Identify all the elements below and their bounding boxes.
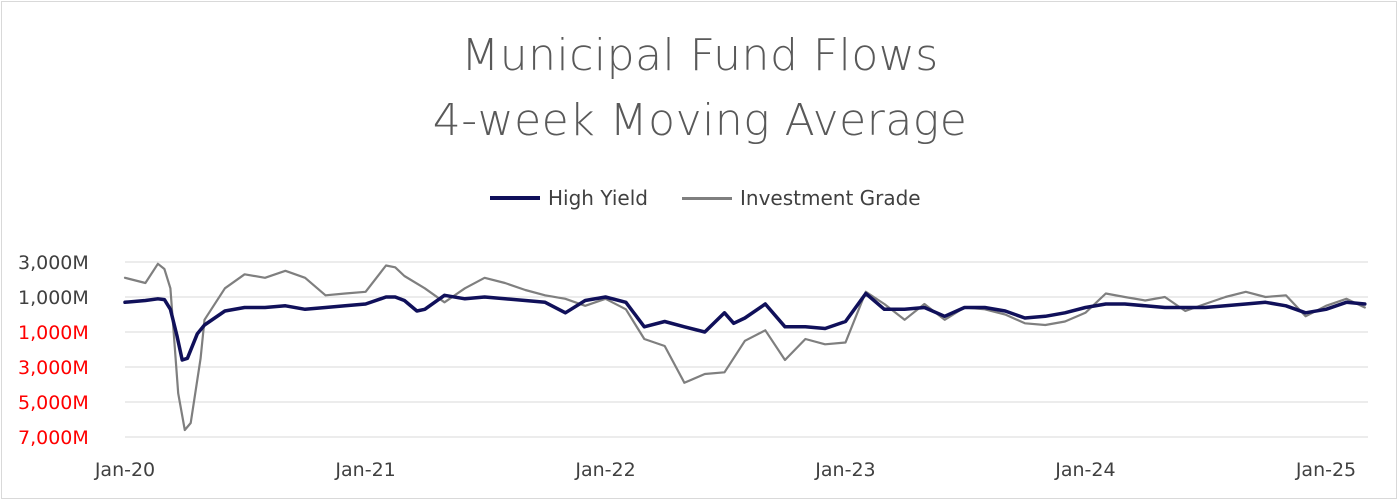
series-line-high-yield — [123, 291, 1367, 362]
legend-swatch-investment-grade — [682, 196, 732, 200]
legend-item-investment-grade: Investment Grade — [682, 184, 921, 212]
y-tick-label: 3,000M — [18, 357, 89, 379]
y-tick-label: 1,000M — [18, 322, 89, 344]
legend-label-high-yield: High Yield — [548, 186, 648, 210]
x-tick-label: Jan-24 — [1054, 459, 1115, 481]
legend-item-high-yield: High Yield — [490, 184, 648, 212]
series-line-investment-grade — [123, 262, 1366, 432]
x-tick-label: Jan-25 — [1295, 459, 1356, 481]
x-tick-label: Jan-23 — [814, 459, 875, 481]
legend-swatch-high-yield — [490, 196, 540, 200]
chart-subtitle: 4-week Moving Average — [432, 95, 968, 146]
x-tick-label: Jan-21 — [334, 459, 395, 481]
y-tick-label: 3,000M — [18, 252, 89, 274]
legend-label-investment-grade: Investment Grade — [740, 186, 921, 210]
y-tick-label: 5,000M — [18, 392, 89, 414]
x-tick-label: Jan-20 — [94, 459, 155, 481]
y-tick-label: 1,000M — [18, 287, 89, 309]
chart-title: Municipal Fund Flows — [461, 30, 939, 81]
y-tick-label: 7,000M — [18, 427, 89, 449]
chart-legend: High Yield Investment Grade — [0, 184, 1400, 212]
x-tick-label: Jan-22 — [574, 459, 635, 481]
